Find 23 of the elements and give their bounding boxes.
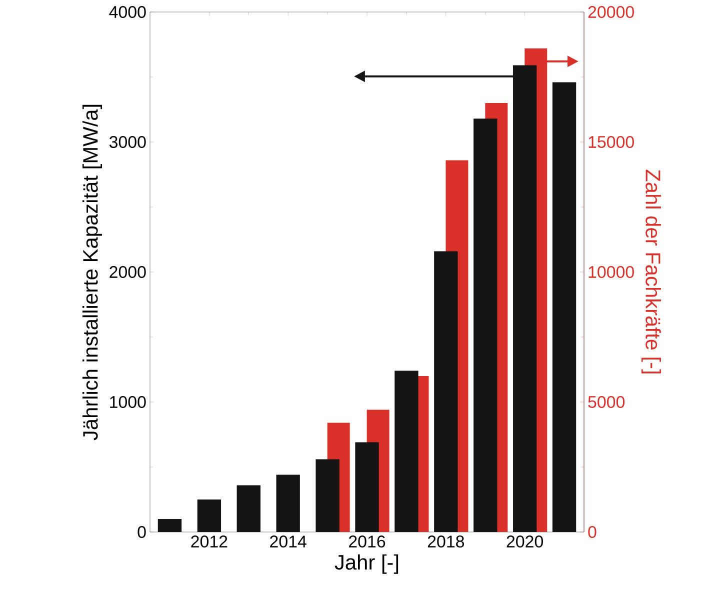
y-axis-title: Jährlich installierte Kapazität [MW/a]	[82, 104, 102, 440]
y2-tick-label: 15000	[588, 136, 634, 148]
y-tick-label: 3000	[109, 136, 146, 148]
y2-tick-label: 5000	[588, 396, 625, 408]
x-tick-label: 2012	[191, 536, 228, 548]
y-tick-label: 1000	[110, 396, 146, 408]
y-tick-label: 2000	[110, 266, 146, 278]
y2-tick-label: 0	[588, 526, 596, 538]
x-tick-label: 2016	[349, 536, 386, 548]
bar	[197, 500, 222, 532]
y-tick-label: 0	[138, 526, 146, 538]
x-axis-title: Jahr [-]	[334, 554, 398, 574]
x-tick-label: 2018	[428, 536, 464, 548]
bar	[276, 474, 300, 532]
bar	[236, 485, 260, 532]
y2-axis-title: Zahl der Fachkräfte [-]	[641, 170, 661, 374]
x-tick-label: 2014	[270, 536, 306, 548]
bar	[552, 82, 576, 532]
y-tick-label: 4000	[109, 6, 146, 18]
y2-tick-label: 20000	[588, 6, 634, 18]
bar	[158, 519, 182, 532]
x-tick-label: 2020	[506, 536, 543, 548]
y2-tick-label: 10000	[588, 266, 634, 278]
